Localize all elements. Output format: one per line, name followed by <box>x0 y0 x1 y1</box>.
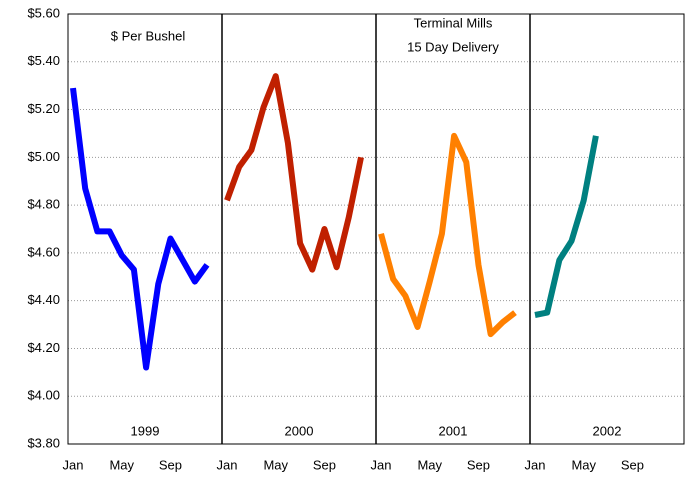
series-line <box>70 87 210 371</box>
y-tick-label: $3.80 <box>27 435 60 450</box>
panel-label: 2001 <box>439 423 468 438</box>
x-tick-label: May <box>109 457 134 472</box>
panel-label: 2002 <box>593 423 622 438</box>
series-line <box>224 73 364 273</box>
annotation: Terminal Mills <box>414 15 493 30</box>
y-tick-label: $4.20 <box>27 340 60 355</box>
annotation: 15 Day Delivery <box>407 39 499 54</box>
y-tick-label: $5.00 <box>27 149 60 164</box>
panel-label: 2000 <box>285 423 314 438</box>
x-tick-label: Jan <box>525 457 546 472</box>
y-tick-label: $5.60 <box>27 5 60 20</box>
x-tick-label: Sep <box>313 457 336 472</box>
x-tick-label: Jan <box>217 457 238 472</box>
x-tick-label: Sep <box>159 457 182 472</box>
y-tick-label: $5.20 <box>27 101 60 116</box>
panel-label: 1999 <box>131 423 160 438</box>
x-tick-label: May <box>263 457 288 472</box>
plot: $3.80 $4.00 $4.20 $4.40 $4.60 $4.80 $5.00 $5.20… <box>27 5 685 472</box>
x-tick-label: May <box>417 457 442 472</box>
y-tick-label: $4.00 <box>27 388 60 403</box>
annotation: $ Per Bushel <box>111 28 186 43</box>
x-tick-label: Jan <box>63 457 84 472</box>
y-tick-label: $4.60 <box>27 244 60 259</box>
y-tick-label: $5.40 <box>27 53 60 68</box>
x-tick-label: Sep <box>467 457 490 472</box>
series-line <box>534 135 599 318</box>
x-tick-label: May <box>571 457 596 472</box>
y-tick-label: $4.80 <box>27 197 60 212</box>
series-line <box>378 132 517 338</box>
y-tick-label: $4.40 <box>27 292 60 307</box>
x-tick-label: Jan <box>371 457 392 472</box>
x-tick-label: Sep <box>621 457 644 472</box>
